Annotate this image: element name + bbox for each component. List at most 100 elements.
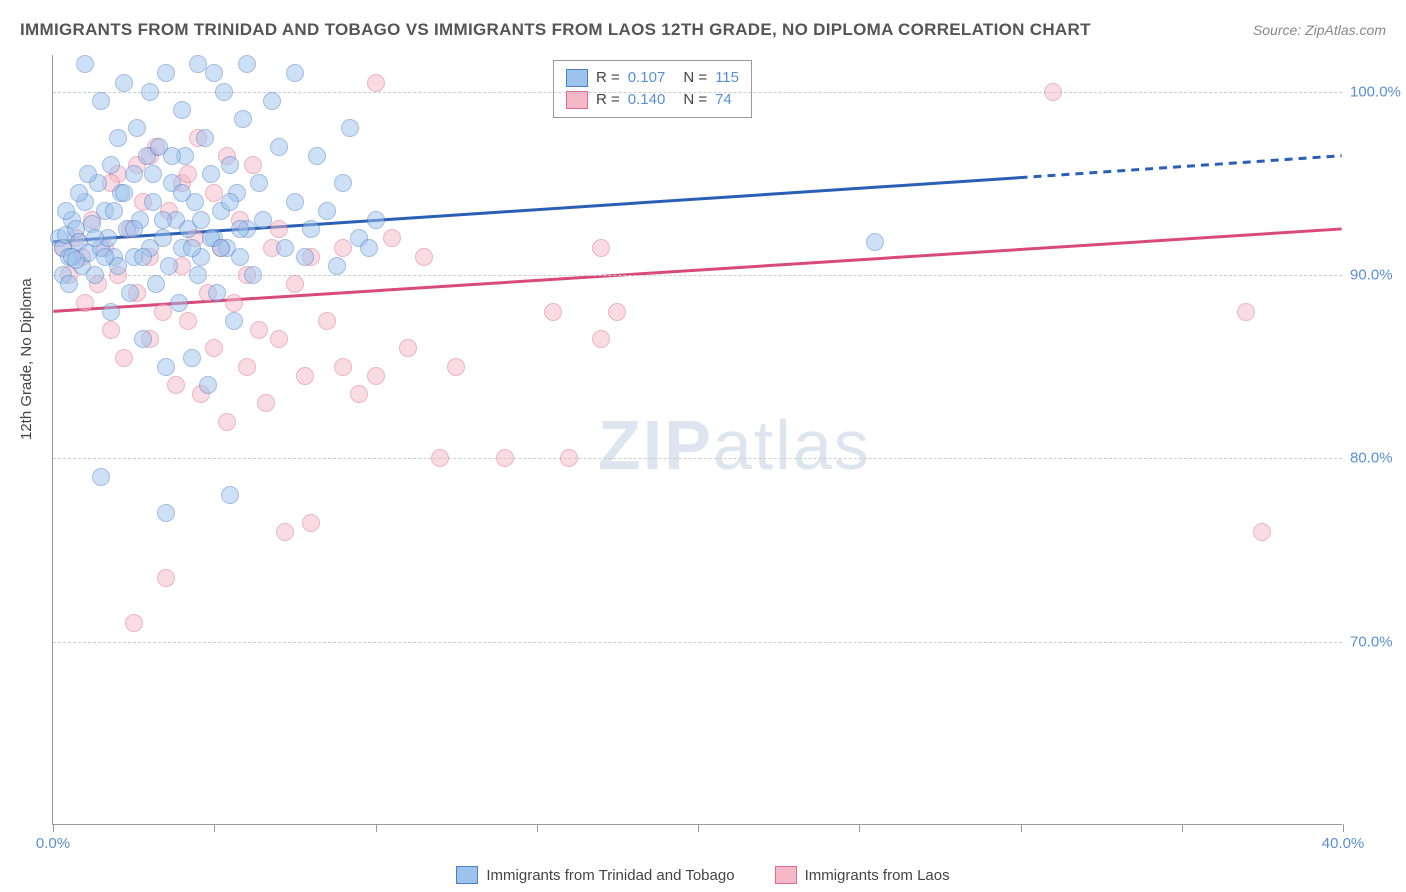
scatter-point	[128, 119, 146, 137]
scatter-point	[157, 64, 175, 82]
scatter-point	[592, 330, 610, 348]
scatter-point	[189, 266, 207, 284]
scatter-point	[60, 275, 78, 293]
scatter-point	[218, 413, 236, 431]
scatter-point	[76, 294, 94, 312]
scatter-point	[157, 504, 175, 522]
trend-line-dashed	[1020, 156, 1342, 178]
scatter-point	[167, 376, 185, 394]
scatter-point	[144, 193, 162, 211]
scatter-point	[250, 174, 268, 192]
legend-swatch	[566, 69, 588, 87]
title-row: IMMIGRANTS FROM TRINIDAD AND TOBAGO VS I…	[20, 20, 1386, 40]
scatter-point	[173, 184, 191, 202]
scatter-point	[238, 358, 256, 376]
legend-r-value: 0.107	[628, 67, 666, 89]
scatter-point	[96, 248, 114, 266]
scatter-point	[286, 64, 304, 82]
series-legend: Immigrants from Trinidad and Tobago Immig…	[0, 866, 1406, 884]
correlation-legend-box: R =0.107N =115R =0.140N =74	[553, 60, 752, 118]
legend-n-label: N =	[683, 67, 707, 89]
scatter-point	[221, 156, 239, 174]
scatter-point	[592, 239, 610, 257]
scatter-point	[225, 312, 243, 330]
x-tick	[537, 824, 538, 832]
gridline-horizontal	[53, 642, 1342, 643]
scatter-point	[231, 220, 249, 238]
scatter-point	[67, 251, 85, 269]
scatter-point	[115, 184, 133, 202]
scatter-point	[183, 349, 201, 367]
scatter-point	[276, 523, 294, 541]
scatter-point	[250, 321, 268, 339]
scatter-point	[76, 55, 94, 73]
y-tick-label: 100.0%	[1350, 83, 1400, 100]
scatter-point	[367, 74, 385, 92]
scatter-point	[234, 110, 252, 128]
scatter-point	[225, 294, 243, 312]
legend-swatch	[775, 866, 797, 884]
scatter-point	[160, 257, 178, 275]
scatter-point	[115, 349, 133, 367]
scatter-point	[270, 220, 288, 238]
scatter-point	[134, 248, 152, 266]
legend-item: Immigrants from Laos	[775, 866, 950, 884]
scatter-point	[318, 202, 336, 220]
scatter-point	[257, 394, 275, 412]
legend-series-name: Immigrants from Laos	[805, 867, 950, 884]
scatter-point	[102, 303, 120, 321]
scatter-point	[170, 294, 188, 312]
scatter-point	[286, 193, 304, 211]
scatter-point	[157, 358, 175, 376]
x-tick	[859, 824, 860, 832]
legend-n-value: 115	[715, 67, 739, 89]
y-tick-label: 70.0%	[1350, 633, 1400, 650]
scatter-point	[318, 312, 336, 330]
scatter-point	[125, 220, 143, 238]
scatter-point	[199, 376, 217, 394]
scatter-point	[447, 358, 465, 376]
scatter-point	[334, 239, 352, 257]
scatter-point	[1237, 303, 1255, 321]
scatter-point	[221, 193, 239, 211]
scatter-point	[179, 312, 197, 330]
scatter-point	[296, 248, 314, 266]
scatter-point	[144, 165, 162, 183]
scatter-point	[121, 284, 139, 302]
scatter-point	[1253, 523, 1271, 541]
legend-item: Immigrants from Trinidad and Tobago	[456, 866, 734, 884]
scatter-point	[134, 330, 152, 348]
watermark: ZIPatlas	[598, 405, 871, 485]
scatter-point	[212, 239, 230, 257]
scatter-point	[109, 129, 127, 147]
scatter-point	[86, 266, 104, 284]
scatter-point	[57, 202, 75, 220]
scatter-point	[183, 239, 201, 257]
scatter-point	[244, 156, 262, 174]
scatter-point	[92, 92, 110, 110]
scatter-point	[270, 330, 288, 348]
scatter-point	[367, 211, 385, 229]
scatter-point	[286, 275, 304, 293]
scatter-point	[102, 321, 120, 339]
legend-series-name: Immigrants from Trinidad and Tobago	[486, 867, 734, 884]
source-attribution: Source: ZipAtlas.com	[1253, 22, 1386, 38]
scatter-point	[105, 202, 123, 220]
scatter-point	[141, 83, 159, 101]
scatter-point	[157, 569, 175, 587]
scatter-point	[276, 239, 294, 257]
scatter-point	[360, 239, 378, 257]
scatter-point	[496, 449, 514, 467]
scatter-point	[208, 284, 226, 302]
scatter-point	[608, 303, 626, 321]
scatter-point	[86, 229, 104, 247]
scatter-point	[205, 339, 223, 357]
scatter-point	[308, 147, 326, 165]
scatter-point	[334, 358, 352, 376]
scatter-point	[238, 55, 256, 73]
scatter-point	[205, 184, 223, 202]
y-axis-label: 12th Grade, No Diploma	[18, 278, 35, 440]
scatter-point	[544, 303, 562, 321]
legend-r-label: R =	[596, 67, 620, 89]
scatter-point	[302, 514, 320, 532]
